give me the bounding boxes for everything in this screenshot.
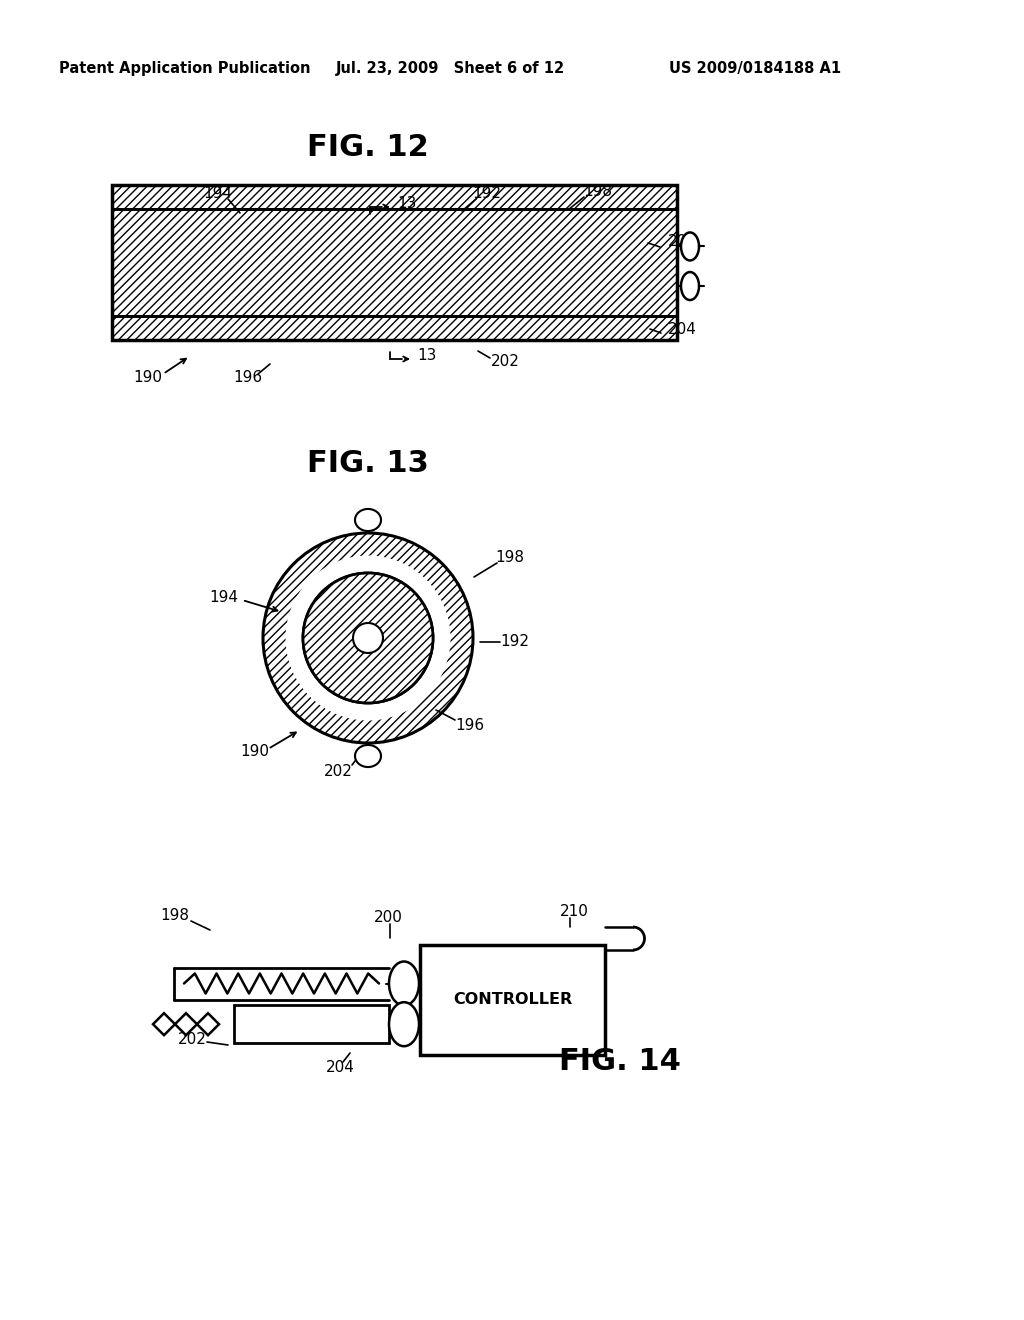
Text: 198: 198 bbox=[161, 908, 189, 924]
Polygon shape bbox=[112, 185, 677, 209]
Text: 200: 200 bbox=[668, 235, 697, 249]
Ellipse shape bbox=[355, 744, 381, 767]
Text: 13: 13 bbox=[418, 348, 436, 363]
Polygon shape bbox=[153, 1014, 175, 1035]
Text: US 2009/0184188 A1: US 2009/0184188 A1 bbox=[669, 61, 841, 75]
Polygon shape bbox=[197, 1014, 219, 1035]
Ellipse shape bbox=[303, 573, 433, 704]
Ellipse shape bbox=[353, 623, 383, 653]
Polygon shape bbox=[112, 315, 677, 341]
Text: 194: 194 bbox=[209, 590, 238, 605]
Text: 192: 192 bbox=[472, 186, 502, 201]
Text: 204: 204 bbox=[668, 322, 697, 338]
Ellipse shape bbox=[389, 961, 419, 1006]
Text: 196: 196 bbox=[456, 718, 484, 733]
Text: 198: 198 bbox=[496, 550, 524, 565]
Text: CONTROLLER: CONTROLLER bbox=[453, 993, 572, 1007]
Ellipse shape bbox=[681, 232, 699, 260]
Text: 202: 202 bbox=[324, 763, 352, 779]
Text: Jul. 23, 2009   Sheet 6 of 12: Jul. 23, 2009 Sheet 6 of 12 bbox=[336, 61, 564, 75]
Ellipse shape bbox=[389, 1002, 419, 1047]
Ellipse shape bbox=[355, 510, 381, 531]
Ellipse shape bbox=[681, 272, 699, 300]
Text: FIG. 14: FIG. 14 bbox=[559, 1048, 681, 1077]
Text: 202: 202 bbox=[490, 355, 519, 370]
Ellipse shape bbox=[303, 573, 433, 704]
Text: 192: 192 bbox=[501, 635, 529, 649]
Text: 202: 202 bbox=[177, 1032, 207, 1048]
Bar bbox=[234, 1006, 389, 1043]
Text: 200: 200 bbox=[374, 911, 402, 925]
Text: FIG. 12: FIG. 12 bbox=[307, 132, 429, 161]
Text: 190: 190 bbox=[241, 744, 269, 759]
Polygon shape bbox=[175, 1014, 197, 1035]
Polygon shape bbox=[112, 209, 677, 315]
Text: 194: 194 bbox=[204, 186, 232, 201]
Ellipse shape bbox=[286, 556, 451, 721]
Text: 210: 210 bbox=[559, 904, 589, 920]
Text: FIG. 13: FIG. 13 bbox=[307, 450, 429, 479]
Text: Patent Application Publication: Patent Application Publication bbox=[59, 61, 310, 75]
Text: 13: 13 bbox=[397, 197, 417, 211]
Text: 198: 198 bbox=[584, 183, 612, 198]
Ellipse shape bbox=[263, 533, 473, 743]
Text: 190: 190 bbox=[133, 371, 163, 385]
Bar bbox=[420, 945, 605, 1055]
Text: 196: 196 bbox=[233, 371, 262, 385]
Text: 204: 204 bbox=[326, 1060, 354, 1076]
